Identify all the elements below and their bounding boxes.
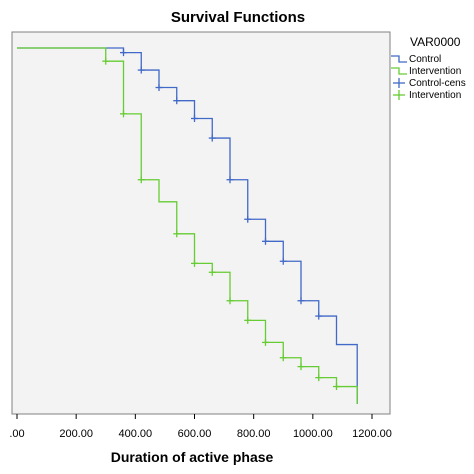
control-censor-mark: [137, 66, 145, 74]
intervention-censor-mark: [120, 110, 127, 118]
control-censor-mark: [262, 237, 269, 245]
control-censor-mark: [155, 84, 163, 92]
legend-item-intervention-censored: Intervention: [393, 90, 461, 101]
x-axis: .00 200.00 400.00 600.00 800.00 1000.00 1200.0…: [9, 414, 392, 440]
legend-step-swatch: [391, 67, 407, 75]
legend-item-control-censored: Control-cens: [393, 78, 466, 89]
x-tick-label: 1200.00: [352, 428, 392, 440]
control-censor-mark: [297, 297, 305, 305]
legend-item-intervention: Intervention: [391, 66, 461, 77]
plot-area: [11, 31, 391, 415]
control-censor-mark: [208, 134, 216, 142]
intervention-censor-mark: [315, 374, 323, 382]
intervention-censor-mark: [102, 57, 110, 65]
control-censor-mark: [173, 97, 181, 105]
x-tick-label: 200.00: [59, 428, 93, 440]
legend-label: Control-cens: [409, 78, 466, 89]
x-tick-label: 400.00: [119, 428, 153, 440]
control-censor-mark: [244, 215, 252, 223]
series-layer: [17, 47, 358, 404]
x-tick-label: .00: [9, 428, 24, 440]
intervention-censor-mark: [208, 268, 216, 276]
control-censor-mark: [226, 176, 234, 184]
intervention-censor-mark: [191, 259, 198, 267]
x-tick-label: 600.00: [178, 428, 212, 440]
chart-title: Survival Functions: [171, 9, 305, 26]
intervention-censor-mark: [244, 316, 252, 324]
legend-label: Control: [409, 54, 441, 65]
legend-label: Intervention: [409, 90, 461, 101]
legend-item-control: Control: [391, 54, 441, 65]
intervention-censor-mark: [137, 176, 145, 184]
x-tick-label: 1000.00: [293, 428, 333, 440]
intervention-censor-mark: [226, 297, 234, 305]
control-censor-mark: [191, 114, 198, 122]
x-axis-label: Duration of active phase: [111, 449, 274, 465]
legend-title: VAR0000: [410, 35, 461, 49]
intervention-censor-mark: [297, 363, 305, 371]
intervention-censor-mark: [333, 383, 340, 391]
legend: VAR0000 ControlInterventionControl-censI…: [391, 35, 466, 101]
intervention-censor-mark: [279, 354, 287, 362]
intervention-censor-mark: [173, 230, 181, 238]
control-censor-mark: [279, 257, 287, 265]
control-censor-mark: [120, 49, 127, 57]
legend-label: Intervention: [409, 66, 461, 77]
intervention-censor-mark: [262, 338, 269, 346]
intervention-survival-line: [17, 47, 358, 404]
control-censor-mark: [315, 312, 323, 320]
x-tick-label: 800.00: [237, 428, 271, 440]
legend-step-swatch: [391, 55, 407, 63]
